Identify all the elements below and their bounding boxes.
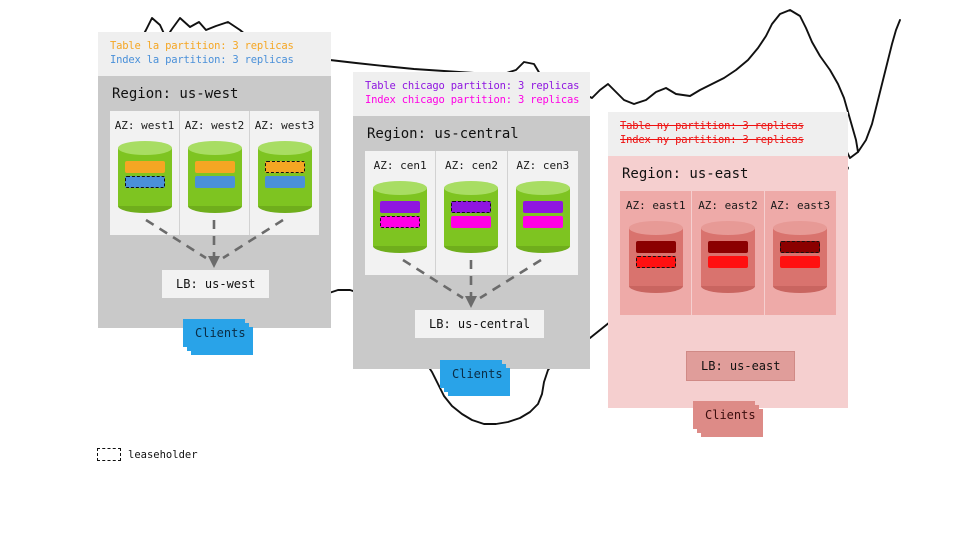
clients-stack-us-west[interactable]: Clients: [183, 318, 253, 355]
index-replica-bar: [780, 255, 821, 268]
az-cen1[interactable]: AZ: cen1: [365, 151, 435, 275]
index-replica-bar-leaseholder: [635, 255, 676, 268]
index-replica-bar-leaseholder: [124, 175, 165, 188]
region-panel-us-east: Table ny partition: 3 replicas Index ny …: [608, 112, 848, 437]
az-strip-us-central: AZ: cen1 AZ: cen2: [365, 150, 578, 275]
az-west1[interactable]: AZ: west1: [110, 111, 179, 235]
table-replica-bar-leaseholder: [780, 240, 821, 253]
az-label: AZ: west2: [184, 118, 245, 132]
load-balancer-us-west[interactable]: LB: us-west: [161, 268, 271, 299]
node-cylinder[interactable]: [628, 220, 683, 293]
load-balancer-us-east[interactable]: LB: us-east: [686, 350, 796, 381]
az-label: AZ: cen2: [445, 158, 498, 172]
table-replica-bar-leaseholder: [264, 160, 305, 173]
clients-stack-us-east[interactable]: Clients: [693, 400, 763, 437]
region-body-us-west: Region: us-west AZ: west1 AZ: [98, 75, 331, 355]
table-replica-bar-leaseholder: [451, 200, 492, 213]
region-header-us-central: Table chicago partition: 3 replicas Inde…: [353, 72, 590, 116]
load-balancer-us-central[interactable]: LB: us-central: [414, 308, 546, 339]
table-replica-bar: [124, 160, 165, 173]
index-replica-bar: [707, 255, 748, 268]
table-replica-bar: [522, 200, 563, 213]
az-west2[interactable]: AZ: west2: [179, 110, 249, 235]
az-strip-us-east: AZ: east1 AZ: east2: [620, 190, 836, 315]
node-cylinder[interactable]: [187, 140, 242, 213]
clients-label: Clients: [183, 318, 246, 347]
az-label: AZ: cen3: [516, 158, 570, 172]
region-title-us-central: Region: us-central: [367, 125, 519, 142]
table-replica-bar: [707, 240, 748, 253]
node-cylinder[interactable]: [444, 180, 499, 253]
az-label: AZ: east1: [625, 198, 686, 212]
index-replica-bar: [194, 175, 235, 188]
az-cen2[interactable]: AZ: cen2: [435, 150, 506, 275]
node-cylinder[interactable]: [700, 220, 755, 293]
region-header-us-west: Table la partition: 3 replicas Index la …: [98, 32, 331, 76]
region-header-us-east: Table ny partition: 3 replicas Index ny …: [608, 112, 848, 156]
header-line-table-struck: Table ny partition: 3 replicas: [620, 120, 804, 132]
region-panel-us-west: Table la partition: 3 replicas Index la …: [98, 32, 331, 355]
table-replica-bar: [635, 240, 676, 253]
node-cylinder[interactable]: [117, 140, 172, 213]
az-west3[interactable]: AZ: west3: [249, 110, 319, 235]
region-title-us-west: Region: us-west: [112, 85, 239, 102]
index-replica-bar-leaseholder: [380, 215, 421, 228]
az-strip-us-west: AZ: west1 AZ: west2: [110, 110, 319, 235]
az-east1[interactable]: AZ: east1: [620, 191, 691, 315]
az-label: AZ: east2: [698, 198, 758, 212]
az-east3[interactable]: AZ: east3: [763, 190, 836, 315]
legend: leaseholder: [97, 448, 198, 461]
clients-stack-us-central[interactable]: Clients: [440, 359, 510, 396]
az-east2[interactable]: AZ: east2: [691, 190, 763, 315]
table-replica-bar: [194, 160, 235, 173]
clients-label: Clients: [440, 359, 503, 388]
header-line-index: Index la partition: 3 replicas: [110, 54, 294, 67]
region-body-us-east: Region: us-east AZ: east1 AZ: [608, 155, 848, 437]
node-cylinder[interactable]: [257, 140, 312, 213]
region-title-us-east: Region: us-east: [622, 165, 749, 182]
legend-label: leaseholder: [128, 448, 198, 461]
az-cen3[interactable]: AZ: cen3: [506, 150, 578, 275]
az-label: AZ: cen1: [373, 158, 427, 172]
az-label: AZ: east3: [770, 198, 831, 212]
index-replica-bar: [264, 175, 305, 188]
index-replica-bar: [522, 215, 563, 228]
az-label: AZ: west1: [114, 118, 175, 132]
node-cylinder[interactable]: [515, 180, 570, 253]
clients-label: Clients: [693, 400, 756, 429]
index-replica-bar: [451, 215, 492, 228]
node-cylinder[interactable]: [773, 220, 828, 293]
header-line-table: Table la partition: 3 replicas: [110, 40, 294, 52]
header-line-index-struck: Index ny partition: 3 replicas: [620, 134, 804, 147]
table-replica-bar: [380, 200, 421, 213]
leaseholder-swatch-icon: [97, 448, 121, 461]
node-cylinder[interactable]: [373, 180, 428, 253]
header-line-index: Index chicago partition: 3 replicas: [365, 94, 580, 107]
region-panel-us-central: Table chicago partition: 3 replicas Inde…: [353, 72, 590, 396]
az-label: AZ: west3: [254, 118, 315, 132]
header-line-table: Table chicago partition: 3 replicas: [365, 80, 580, 92]
region-body-us-central: Region: us-central AZ: cen1: [353, 115, 590, 396]
